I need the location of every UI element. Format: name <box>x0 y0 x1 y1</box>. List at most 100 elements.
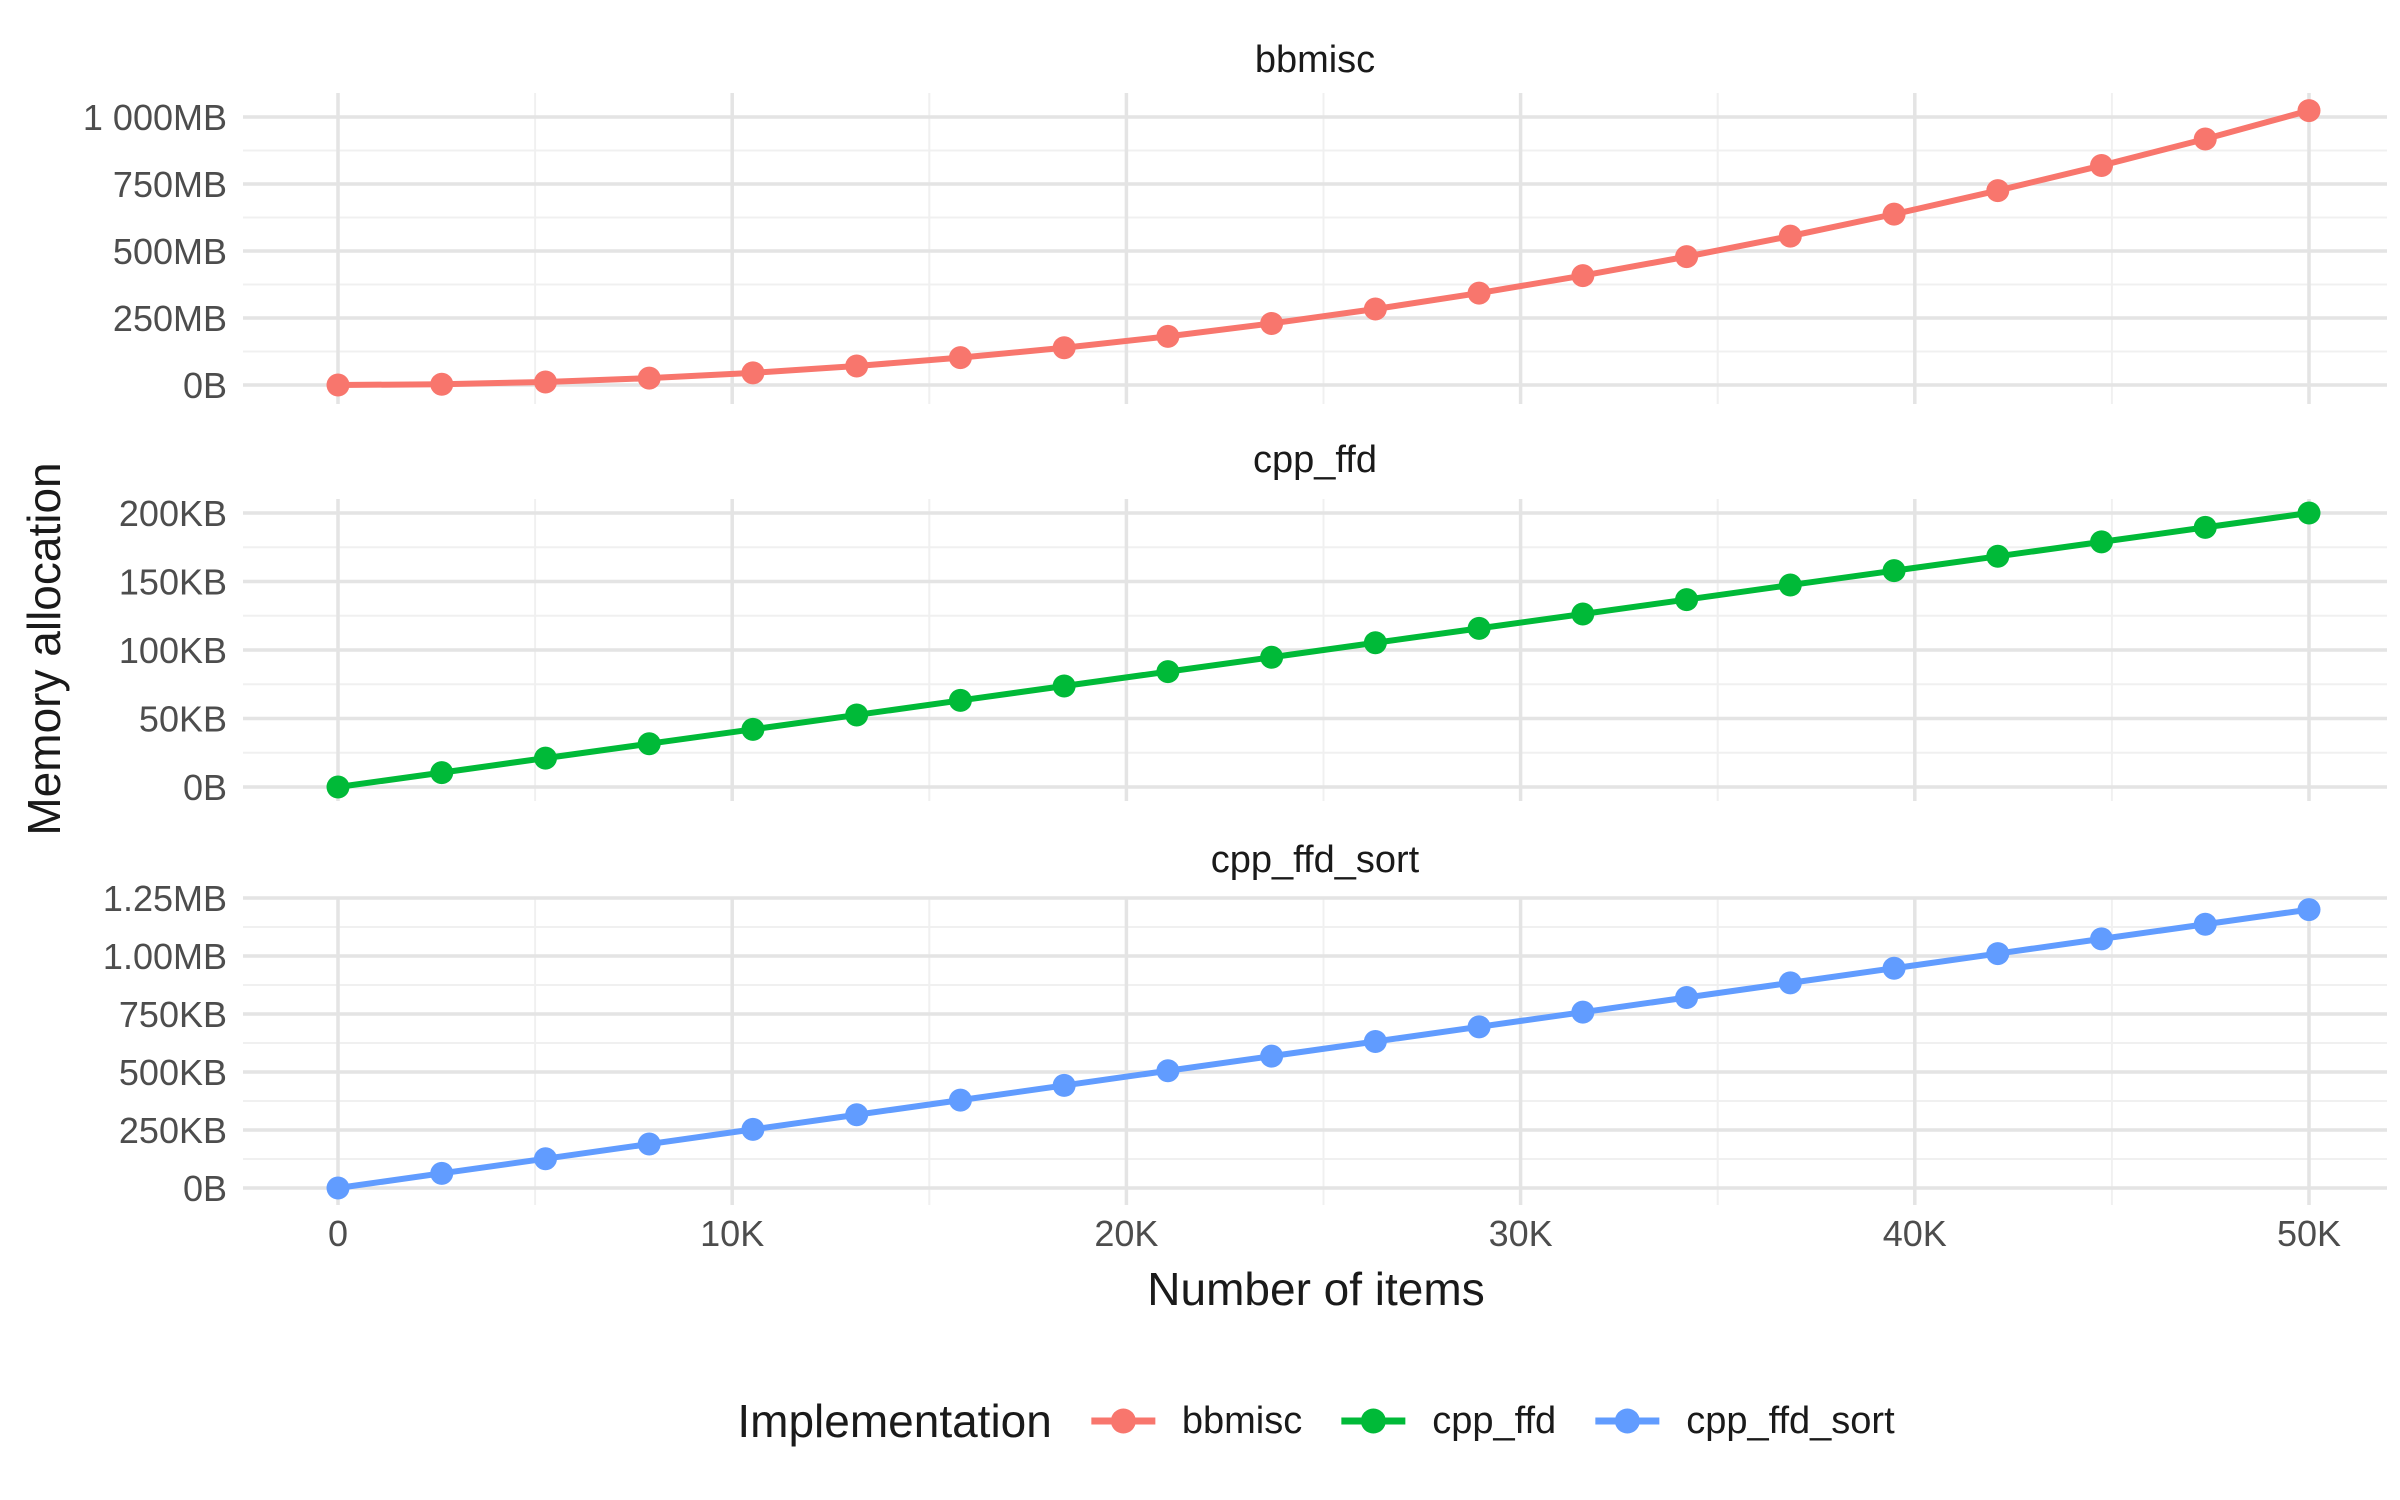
data-point-cpp_ffd <box>326 775 350 799</box>
series-line-bbmisc <box>335 107 2312 388</box>
legend-item-label: bbmisc <box>1181 1399 1303 1442</box>
data-point-bbmisc <box>1467 281 1491 305</box>
legend-item-cpp_ffd_sort: cpp_ffd_sort <box>1594 1399 1895 1443</box>
data-point-bbmisc <box>1363 297 1387 321</box>
y-tick-label: 1.25MB <box>103 878 227 919</box>
data-point-cpp_ffd <box>2090 530 2114 554</box>
data-point-cpp_ffd <box>948 688 972 712</box>
data-point-cpp_ffd <box>2297 501 2321 525</box>
data-point-cpp_ffd_sort <box>326 1176 350 1200</box>
data-point-cpp_ffd_sort <box>430 1161 454 1185</box>
data-point-bbmisc <box>1052 336 1076 360</box>
data-point-bbmisc <box>1156 324 1180 348</box>
data-point-cpp_ffd_sort <box>637 1132 661 1156</box>
data-point-cpp_ffd <box>1260 645 1284 669</box>
data-point-cpp_ffd <box>1571 602 1595 626</box>
facet-title-cpp-ffd-sort: cpp_ffd_sort <box>1210 839 1420 881</box>
data-point-cpp_ffd <box>2193 515 2217 539</box>
data-point-bbmisc <box>2297 99 2321 123</box>
data-point-cpp_ffd <box>637 732 661 756</box>
data-point-bbmisc <box>1260 311 1284 335</box>
legend-key-icon <box>1341 1408 1406 1434</box>
data-point-bbmisc <box>2090 154 2114 178</box>
y-tick-label: 250KB <box>119 1110 227 1151</box>
y-tick-label: 50KB <box>139 699 227 740</box>
data-point-cpp_ffd_sort <box>1778 971 1802 995</box>
data-point-cpp_ffd_sort <box>2297 898 2321 922</box>
series-line-cpp_ffd_sort <box>335 906 2312 1191</box>
y-tick-label: 250MB <box>113 298 227 339</box>
legend-item-label: cpp_ffd_sort <box>1686 1399 1895 1442</box>
x-tick-label: 0 <box>328 1213 348 1254</box>
data-point-cpp_ffd <box>1778 573 1802 597</box>
facet-title-cpp-ffd: cpp_ffd <box>1253 439 1377 481</box>
data-point-bbmisc <box>1882 202 1906 226</box>
data-point-bbmisc <box>1675 245 1699 269</box>
data-point-cpp_ffd_sort <box>1675 986 1699 1010</box>
data-point-bbmisc <box>1571 264 1595 288</box>
data-point-cpp_ffd <box>1363 631 1387 655</box>
data-point-cpp_ffd_sort <box>1156 1059 1180 1083</box>
data-point-cpp_ffd_sort <box>533 1147 557 1171</box>
legend-title: Implementation <box>737 1395 1052 1447</box>
data-point-cpp_ffd_sort <box>1467 1015 1491 1039</box>
data-point-bbmisc <box>948 346 972 370</box>
data-point-bbmisc <box>533 370 557 394</box>
y-tick-label: 150KB <box>119 562 227 603</box>
data-point-cpp_ffd_sort <box>741 1117 765 1141</box>
data-point-bbmisc <box>845 354 869 378</box>
y-tick-label: 750MB <box>113 164 227 205</box>
data-point-cpp_ffd_sort <box>948 1088 972 1112</box>
data-point-cpp_ffd <box>430 761 454 785</box>
legend-key-icon <box>1090 1408 1155 1434</box>
data-point-cpp_ffd_sort <box>1363 1029 1387 1053</box>
data-point-cpp_ffd <box>1156 660 1180 684</box>
legend-item-bbmisc: bbmisc <box>1090 1400 1302 1443</box>
data-point-cpp_ffd <box>845 703 869 727</box>
data-point-cpp_ffd <box>1675 588 1699 612</box>
data-point-cpp_ffd <box>1986 544 2010 568</box>
series-line-cpp_ffd <box>335 510 2312 790</box>
data-point-bbmisc <box>326 373 350 397</box>
data-point-bbmisc <box>741 361 765 385</box>
y-tick-label: 750KB <box>119 994 227 1035</box>
y-tick-label: 100KB <box>119 630 227 671</box>
y-tick-label: 0B <box>183 767 227 808</box>
data-point-bbmisc <box>1986 179 2010 203</box>
data-point-cpp_ffd_sort <box>1052 1073 1076 1097</box>
data-point-cpp_ffd_sort <box>1571 1000 1595 1024</box>
y-tick-label: 500KB <box>119 1052 227 1093</box>
y-tick-label: 500MB <box>113 231 227 272</box>
legend-item-label: cpp_ffd <box>1432 1399 1557 1442</box>
data-point-cpp_ffd_sort <box>2193 912 2217 936</box>
y-tick-label: 0B <box>183 1168 227 1209</box>
legend-key-icon <box>1595 1408 1660 1434</box>
data-point-cpp_ffd_sort <box>1882 956 1906 980</box>
data-point-bbmisc <box>1778 224 1802 248</box>
data-point-cpp_ffd_sort <box>1986 942 2010 966</box>
facet-title-bbmisc: bbmisc <box>1254 39 1376 81</box>
y-tick-label: 1 000MB <box>83 97 227 138</box>
x-tick-label: 50K <box>2277 1213 2341 1254</box>
x-tick-label: 10K <box>700 1213 764 1254</box>
data-point-bbmisc <box>2193 127 2217 151</box>
y-tick-label: 0B <box>183 365 227 406</box>
x-tick-label: 20K <box>1094 1213 1158 1254</box>
y-tick-label: 200KB <box>119 493 227 534</box>
data-point-cpp_ffd <box>741 717 765 741</box>
legend: Implementation bbmisc cpp_ffd cpp_ffd_sort <box>737 1394 1894 1448</box>
x-tick-label: 30K <box>1489 1213 1553 1254</box>
data-point-cpp_ffd <box>1467 616 1491 640</box>
data-point-cpp_ffd <box>1882 559 1906 583</box>
data-point-cpp_ffd <box>1052 674 1076 698</box>
x-axis-title: Number of items <box>1147 1263 1485 1315</box>
y-axis-title: Memory allocation <box>18 462 70 836</box>
y-tick-label: 1.00MB <box>103 936 227 977</box>
data-point-cpp_ffd <box>533 746 557 770</box>
data-point-bbmisc <box>430 372 454 396</box>
data-point-bbmisc <box>637 366 661 390</box>
legend-item-cpp_ffd: cpp_ffd <box>1340 1400 1556 1443</box>
data-point-cpp_ffd_sort <box>845 1103 869 1127</box>
